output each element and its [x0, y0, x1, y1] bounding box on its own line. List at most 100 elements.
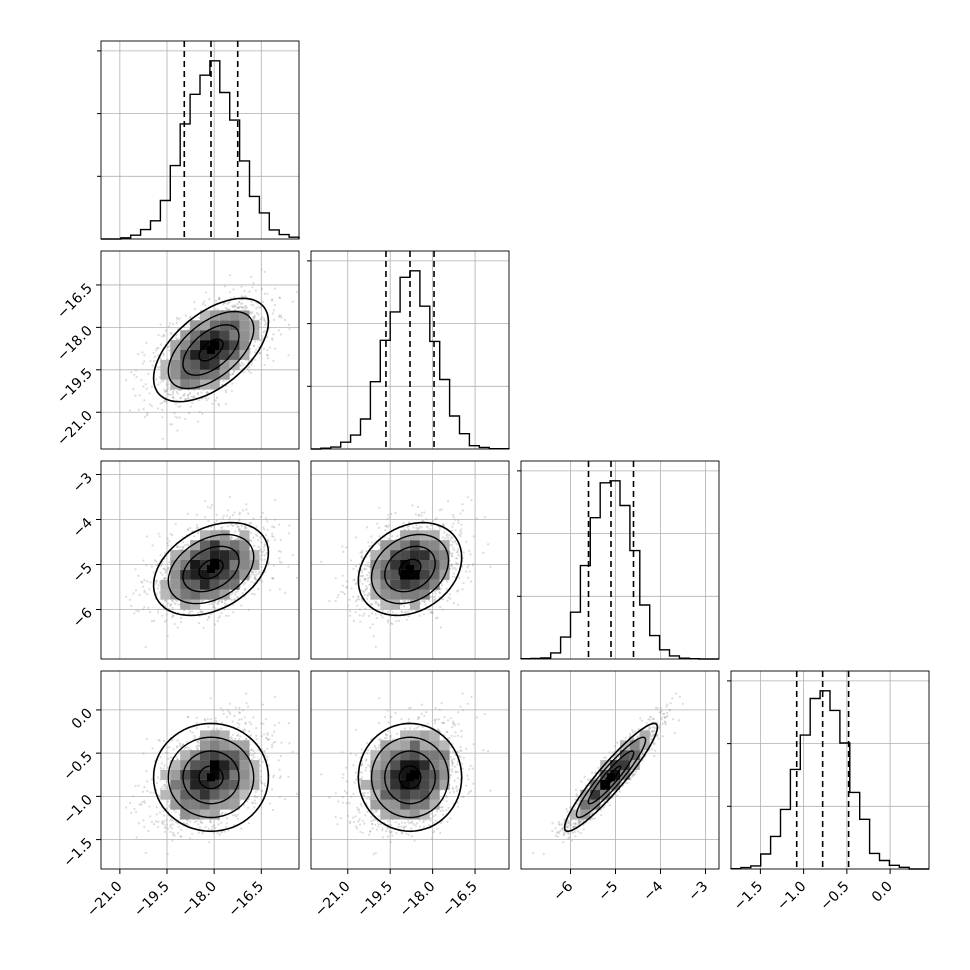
density-cell — [219, 330, 230, 341]
sample-point — [342, 591, 345, 594]
density-cell — [249, 550, 260, 560]
sample-point — [156, 383, 160, 386]
sample-point — [137, 610, 140, 613]
sample-point — [381, 609, 385, 612]
sample-point — [178, 317, 181, 320]
sample-point — [264, 323, 267, 327]
sample-point — [225, 307, 229, 310]
sample-point — [365, 585, 368, 588]
sample-point — [445, 588, 448, 591]
sample-point — [254, 578, 257, 582]
sample-point — [183, 392, 186, 395]
sample-point — [429, 596, 433, 599]
sample-point — [341, 574, 344, 577]
sample-point — [212, 605, 215, 609]
sample-point — [157, 407, 160, 410]
sample-point — [253, 314, 256, 317]
sample-point — [179, 396, 183, 399]
sample-point — [369, 626, 372, 629]
sample-point — [251, 571, 254, 575]
sample-point — [198, 399, 201, 402]
sample-point — [164, 329, 167, 332]
sample-point — [295, 290, 299, 293]
sample-point — [184, 417, 187, 421]
scatter-panel-1-0 — [100, 250, 300, 450]
sample-point — [234, 304, 237, 308]
sample-point — [232, 370, 235, 374]
sample-point — [263, 549, 266, 552]
density-cell — [180, 569, 191, 580]
sample-point — [157, 366, 160, 369]
sample-point — [243, 527, 246, 530]
sample-point — [263, 363, 266, 367]
sample-point — [150, 620, 153, 623]
sample-point — [260, 338, 264, 341]
sample-point — [257, 538, 260, 542]
sample-point — [278, 296, 281, 300]
sample-point — [188, 612, 191, 615]
sample-point — [197, 622, 200, 625]
sample-point — [151, 364, 154, 367]
sample-point — [263, 330, 266, 333]
sample-point — [253, 351, 256, 354]
sample-point — [250, 300, 253, 303]
sample-point — [189, 405, 192, 408]
sample-point — [137, 353, 140, 356]
sample-point — [166, 392, 169, 395]
sample-point — [163, 390, 166, 393]
sample-point — [208, 603, 211, 606]
sample-point — [251, 311, 254, 314]
sample-point — [207, 397, 210, 400]
sample-point — [138, 593, 141, 597]
sample-point — [260, 580, 264, 583]
sample-point — [143, 589, 146, 592]
sample-point — [271, 298, 274, 301]
sample-point — [182, 541, 185, 544]
sample-point — [157, 532, 160, 535]
sample-point — [174, 415, 177, 418]
sample-point — [128, 598, 132, 601]
sample-point — [161, 401, 164, 404]
sample-point — [204, 396, 207, 400]
density-cell — [229, 579, 240, 590]
sample-point — [210, 504, 213, 507]
sample-point — [288, 524, 291, 527]
sample-point — [261, 300, 264, 304]
sample-point — [279, 538, 282, 542]
sample-point — [260, 318, 263, 321]
sample-point — [244, 581, 247, 585]
sample-point — [157, 584, 160, 587]
sample-point — [287, 532, 290, 535]
sample-point — [429, 528, 432, 531]
sample-point — [162, 354, 165, 357]
sample-point — [387, 610, 390, 613]
sample-point — [466, 496, 469, 499]
sample-point — [229, 593, 232, 596]
sample-point — [128, 409, 132, 412]
sample-point — [235, 306, 239, 309]
sample-point — [243, 588, 246, 592]
sample-point — [260, 558, 264, 562]
sample-point — [168, 540, 171, 543]
sample-point — [260, 268, 263, 271]
sample-point — [148, 588, 151, 591]
sample-point — [273, 303, 276, 307]
sample-point — [231, 373, 235, 376]
sample-point — [204, 500, 207, 503]
sample-point — [247, 512, 250, 515]
sample-point — [230, 598, 233, 602]
sample-point — [247, 370, 250, 373]
sample-point — [287, 323, 290, 326]
sample-point — [263, 270, 266, 273]
sample-point — [348, 598, 351, 601]
sample-point — [415, 523, 418, 527]
sample-point — [391, 611, 394, 614]
sample-point — [249, 351, 252, 355]
sample-point — [146, 592, 149, 596]
sample-point — [125, 379, 128, 382]
sample-point — [264, 534, 268, 537]
sample-point — [279, 314, 282, 317]
sample-point — [157, 608, 160, 611]
sample-point — [167, 602, 170, 605]
sample-point — [227, 301, 230, 304]
